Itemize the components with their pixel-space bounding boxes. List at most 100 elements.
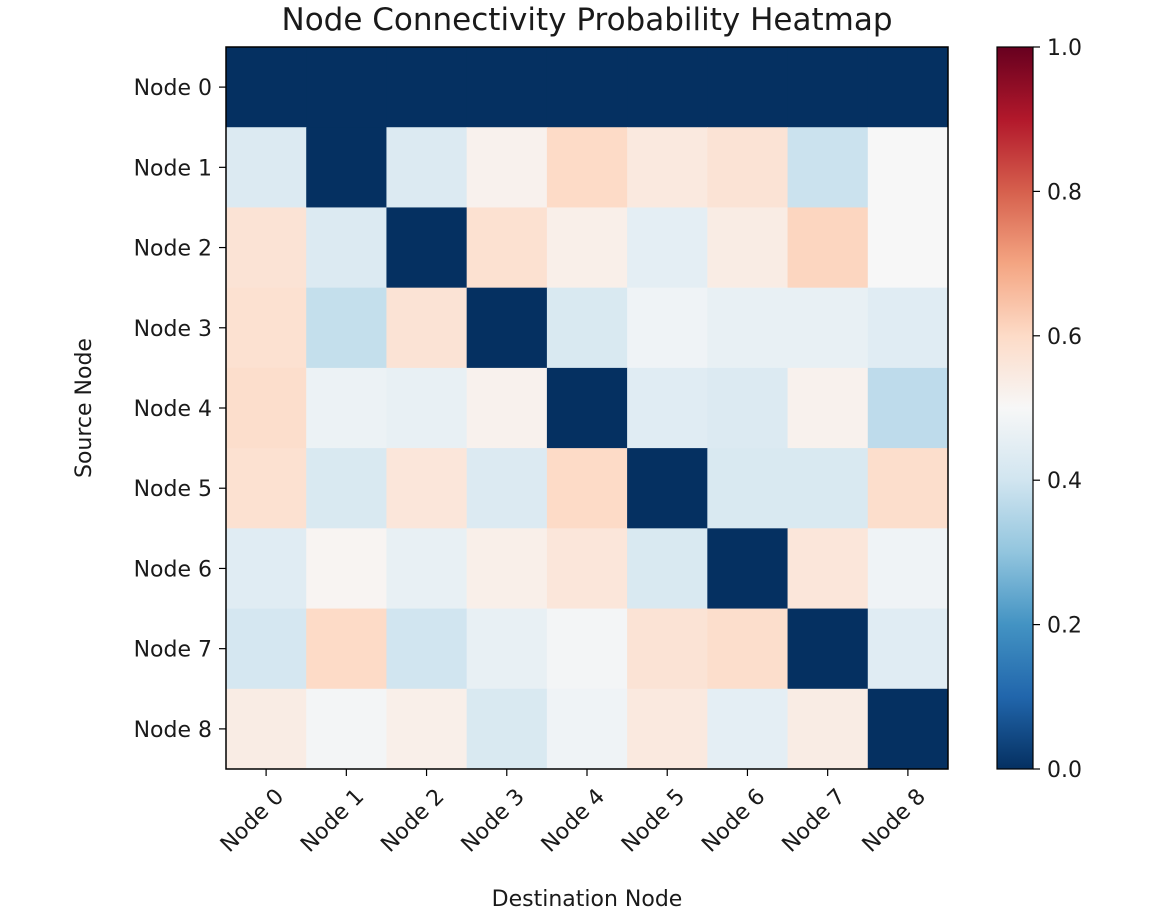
heatmap-cell — [788, 609, 869, 690]
y-axis-label: Source Node — [72, 338, 97, 478]
heatmap-cell — [306, 689, 387, 770]
y-tick-label: Node 1 — [134, 156, 212, 181]
heatmap-cell — [707, 47, 788, 128]
heatmap-cell — [707, 609, 788, 690]
x-tick-label: Node 0 — [216, 784, 289, 857]
heatmap-cell — [467, 368, 548, 449]
y-tick-label: Node 7 — [134, 638, 212, 663]
heatmap-cell — [547, 448, 628, 529]
heatmap-cell — [226, 448, 307, 529]
heatmap-cell — [386, 609, 467, 690]
heatmap-cell — [788, 689, 869, 770]
heatmap-cell — [627, 448, 708, 529]
heatmap-cell — [547, 689, 628, 770]
heatmap-cell — [868, 689, 949, 770]
heatmap-cell — [467, 528, 548, 609]
heatmap-cell — [707, 127, 788, 208]
heatmap-cell — [547, 47, 628, 128]
heatmap-cell — [707, 207, 788, 288]
heatmap-cell — [627, 47, 708, 128]
heatmap-cell — [467, 689, 548, 770]
x-tick-label: Node 2 — [376, 784, 449, 857]
heatmap-cell — [226, 689, 307, 770]
heatmap-cell — [707, 689, 788, 770]
x-tick-label: Node 4 — [537, 784, 610, 857]
heatmap-cell — [226, 368, 307, 449]
colorbar-tick-label: 0.8 — [1047, 180, 1082, 205]
colorbar-tick-label: 0.2 — [1047, 614, 1082, 639]
heatmap-cell — [788, 288, 869, 369]
heatmap-cells — [226, 47, 949, 770]
x-tick-label: Node 3 — [457, 784, 530, 857]
heatmap-cell — [788, 207, 869, 288]
heatmap-cell — [868, 288, 949, 369]
heatmap-cell — [788, 448, 869, 529]
heatmap-cell — [306, 127, 387, 208]
heatmap-cell — [467, 288, 548, 369]
heatmap-cell — [868, 528, 949, 609]
heatmap-cell — [547, 368, 628, 449]
heatmap-cell — [306, 448, 387, 529]
heatmap-cell — [467, 207, 548, 288]
heatmap-cell — [306, 368, 387, 449]
heatmap-cell — [226, 288, 307, 369]
heatmap-cell — [627, 528, 708, 609]
heatmap-cell — [868, 47, 949, 128]
heatmap-cell — [707, 448, 788, 529]
heatmap-cell — [788, 528, 869, 609]
heatmap-cell — [707, 368, 788, 449]
heatmap-cell — [547, 528, 628, 609]
heatmap-cell — [386, 207, 467, 288]
heatmap-cell — [386, 127, 467, 208]
heatmap-cell — [386, 689, 467, 770]
heatmap-cell — [627, 609, 708, 690]
colorbar-axis: 0.0 0.2 0.4 0.6 0.8 1.0 — [1033, 36, 1082, 783]
heatmap-cell — [386, 47, 467, 128]
heatmap-cell — [868, 448, 949, 529]
heatmap-cell — [788, 368, 869, 449]
heatmap-cell — [868, 127, 949, 208]
y-tick-label: Node 6 — [134, 557, 212, 582]
y-axis: Node 0 Node 1 Node 2 Node 3 Node 4 Node 5 Node… — [134, 76, 226, 743]
heatmap-cell — [788, 127, 869, 208]
heatmap-cell — [868, 609, 949, 690]
heatmap-cell — [306, 47, 387, 128]
heatmap-cell — [627, 288, 708, 369]
y-tick-label: Node 0 — [134, 76, 212, 101]
heatmap-cell — [386, 448, 467, 529]
heatmap-cell — [467, 127, 548, 208]
x-tick-label: Node 6 — [697, 784, 770, 857]
y-tick-label: Node 4 — [134, 397, 212, 422]
colorbar-tick-label: 1.0 — [1047, 36, 1082, 61]
y-tick-label: Node 3 — [134, 317, 212, 342]
heatmap-cell — [467, 448, 548, 529]
heatmap-cell — [306, 207, 387, 288]
heatmap-cell — [868, 207, 949, 288]
heatmap-cell — [306, 528, 387, 609]
heatmap-cell — [386, 368, 467, 449]
colorbar — [997, 47, 1033, 769]
heatmap-cell — [467, 609, 548, 690]
x-axis-label: Destination Node — [492, 887, 683, 912]
heatmap-cell — [627, 368, 708, 449]
heatmap-cell — [306, 288, 387, 369]
heatmap-cell — [868, 368, 949, 449]
heatmap-cell — [788, 47, 869, 128]
x-tick-label: Node 7 — [778, 784, 851, 857]
heatmap-cell — [386, 288, 467, 369]
heatmap-cell — [226, 609, 307, 690]
heatmap-cell — [707, 288, 788, 369]
x-tick-label: Node 8 — [858, 784, 931, 857]
heatmap-cell — [226, 47, 307, 128]
heatmap-cell — [627, 207, 708, 288]
heatmap-cell — [226, 127, 307, 208]
heatmap-cell — [627, 689, 708, 770]
heatmap-cell — [547, 207, 628, 288]
y-tick-label: Node 8 — [134, 718, 212, 743]
heatmap-cell — [226, 207, 307, 288]
chart-title: Node Connectivity Probability Heatmap — [282, 2, 893, 38]
x-tick-label: Node 5 — [617, 784, 690, 857]
colorbar-tick-label: 0.4 — [1047, 469, 1082, 494]
heatmap-cell — [547, 127, 628, 208]
